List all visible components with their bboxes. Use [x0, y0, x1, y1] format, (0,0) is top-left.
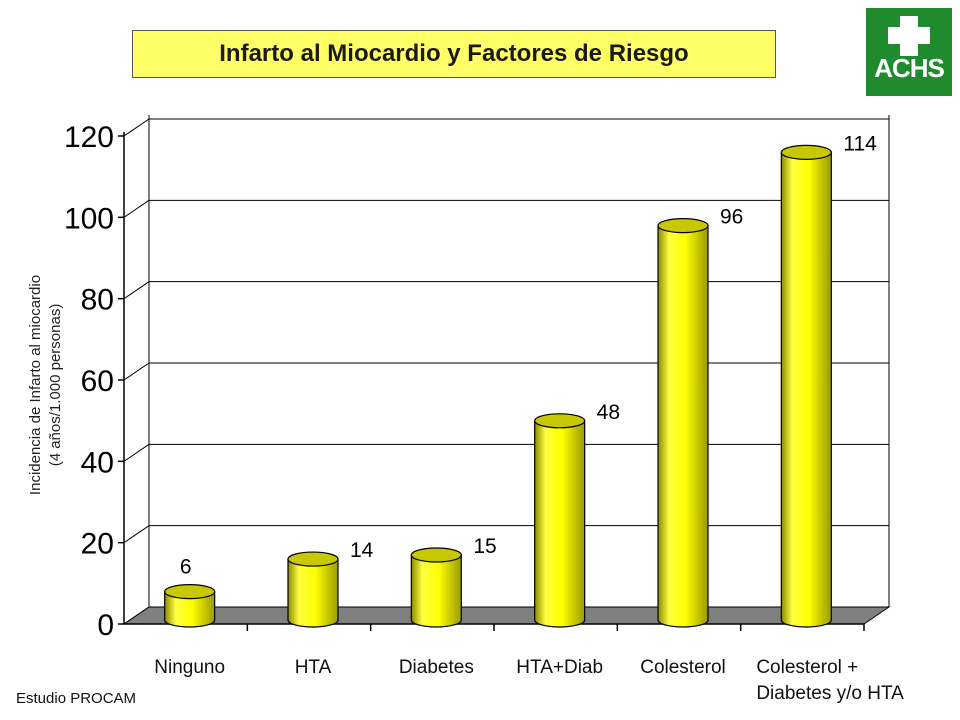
y-tick-label-20: 20 [81, 528, 114, 561]
bar-body-2 [287, 558, 339, 628]
x-category-label-4-line-1: HTA+Diab [516, 657, 603, 678]
y-tick-label-0: 0 [97, 609, 114, 642]
chart-floor [122, 606, 891, 625]
y-tick-label-120: 120 [64, 121, 114, 154]
logo-text: ACHS [874, 53, 945, 83]
x-category-label-5: Colesterol [640, 657, 726, 678]
x-category-label-3-line-1: Diabetes [399, 657, 474, 678]
chart-title: Infarto al Miocardio y Factores de Riesg… [219, 40, 689, 67]
bar-body-1 [164, 591, 216, 628]
bar-top-3 [410, 547, 462, 563]
axis-layer: 0 20 40 60 80 100 120 Incidencia de Infarto al … [27, 121, 865, 642]
chart-title-box: Infarto al Miocardio y Factores de Riesg… [132, 30, 776, 78]
bar-top-2 [287, 551, 339, 567]
grid-layer [122, 115, 891, 625]
y-axis-label: Incidencia de Infarto al miocardio (4 año… [27, 275, 64, 495]
x-category-label-2-line-1: HTA [295, 657, 332, 678]
bar-body-5 [657, 225, 709, 628]
y-axis-label-line-1: Incidencia de Infarto al miocardio [27, 275, 44, 495]
gridline-side-20 [123, 525, 150, 544]
x-category-label-6-line-1: Colesterol + [756, 657, 858, 678]
data-label-2: 14 [350, 539, 374, 562]
gridline-side-100 [123, 199, 150, 218]
gridline-side-60 [123, 362, 150, 381]
gridline-side-80 [123, 281, 150, 300]
x-category-label-6-line-2: Diabetes y/o HTA [756, 683, 904, 704]
bar-4 [534, 413, 586, 628]
data-label-3: 15 [473, 535, 496, 558]
bar-3 [410, 547, 462, 628]
source-note: Estudio PROCAM [16, 690, 137, 707]
x-category-label-1-line-1: Ninguno [154, 657, 225, 678]
data-label-1: 6 [180, 556, 192, 579]
bar-top-5 [657, 218, 709, 234]
bar-6 [780, 144, 832, 628]
label-layer: 6 14 15 48 96 114 Ninguno HTA Diabetes HTA+Diab Co… [154, 132, 904, 704]
gridline-side-120 [123, 118, 150, 137]
x-category-label-5-line-1: Colesterol [640, 657, 726, 678]
x-category-label-6: Colesterol + Diabetes y/o HTA [756, 657, 904, 704]
y-tick-label-100: 100 [64, 202, 114, 235]
y-axis-label-line-2: (4 años/1.000 personas) [47, 304, 64, 467]
data-label-4: 48 [597, 401, 620, 424]
x-category-label-4: HTA+Diab [516, 657, 603, 678]
bar-top-1 [164, 583, 216, 600]
y-tick-label-80: 80 [81, 284, 114, 317]
achs-logo: ACHS [866, 8, 952, 96]
bar-body-4 [534, 420, 586, 628]
bar-top-4 [534, 413, 586, 429]
bar-layer [164, 144, 832, 628]
x-category-label-3: Diabetes [399, 657, 474, 678]
bar-2 [287, 551, 339, 628]
x-category-label-1: Ninguno [154, 657, 225, 678]
bar-body-3 [410, 554, 462, 628]
gridline-side-40 [123, 443, 150, 462]
y-tick-label-60: 60 [81, 365, 114, 398]
logo-mark: ACHS [872, 14, 946, 90]
data-label-5: 96 [720, 206, 743, 229]
data-label-6: 114 [843, 132, 877, 155]
x-category-label-2: HTA [295, 657, 332, 678]
logo-cross-horizontal [888, 27, 930, 44]
bar-1 [164, 583, 216, 628]
bar-top-6 [780, 144, 832, 160]
bar-body-6 [780, 151, 832, 628]
y-tick-label-40: 40 [81, 446, 114, 479]
bar-5 [657, 218, 709, 628]
